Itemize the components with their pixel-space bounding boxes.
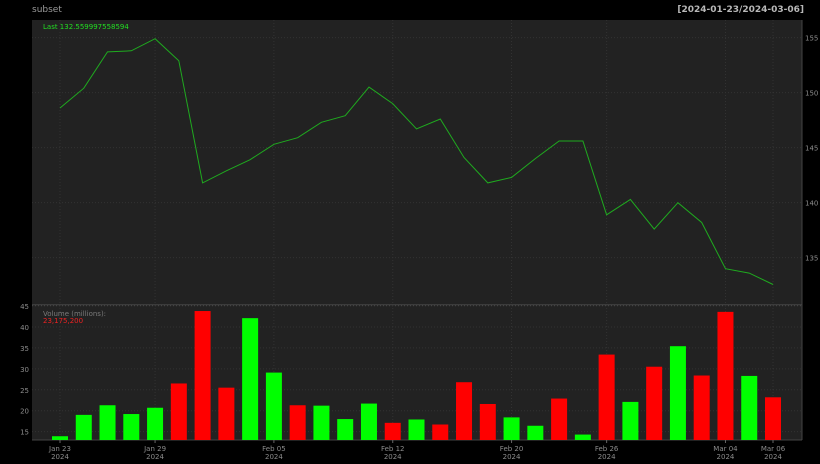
price-tick-label: 145 — [805, 145, 818, 153]
x-tick-year: 2024 — [717, 453, 735, 461]
volume-legend-title: Volume (millions): — [43, 310, 106, 318]
x-tick-year: 2024 — [265, 453, 283, 461]
volume-bar — [194, 311, 211, 440]
x-tick-label: Mar 04 — [713, 445, 738, 453]
volume-tick-label: 30 — [20, 366, 29, 374]
volume-bar — [218, 387, 235, 440]
x-tick-label: Jan 23 — [48, 445, 71, 453]
volume-bar — [313, 405, 330, 440]
volume-bar — [456, 382, 473, 440]
volume-tick-label: 45 — [20, 303, 29, 311]
x-tick-label: Jan 29 — [143, 445, 166, 453]
volume-bar — [503, 417, 520, 440]
volume-bar — [479, 403, 496, 440]
volume-bar — [265, 372, 282, 440]
volume-bar — [170, 383, 187, 440]
volume-bar — [360, 403, 377, 440]
volume-bar — [337, 419, 354, 440]
price-tick-label: 150 — [805, 90, 818, 98]
volume-bar — [289, 405, 306, 440]
volume-bar — [147, 407, 164, 440]
volume-bar — [646, 366, 663, 440]
volume-tick-label: 35 — [20, 345, 29, 353]
volume-bar — [527, 425, 544, 440]
x-tick-year: 2024 — [764, 453, 782, 461]
chart-title: subset — [32, 5, 62, 15]
volume-bar — [123, 414, 140, 440]
volume-bar — [99, 405, 116, 440]
volume-bar — [741, 375, 758, 440]
x-tick-year: 2024 — [146, 453, 164, 461]
price-tick-label: 155 — [805, 35, 818, 43]
date-range: [2024-01-23/2024-03-06] — [677, 5, 804, 15]
price-panel — [32, 20, 802, 305]
volume-bar — [408, 419, 425, 440]
price-line — [59, 38, 774, 285]
volume-bar — [693, 375, 710, 440]
volume-bar — [551, 398, 568, 440]
x-tick-year: 2024 — [384, 453, 402, 461]
volume-tick-label: 40 — [20, 324, 29, 332]
volume-tick-label: 15 — [20, 429, 29, 437]
volume-bar — [574, 434, 591, 440]
x-tick-label: Feb 12 — [381, 445, 405, 453]
volume-bar — [242, 318, 259, 440]
volume-bar — [52, 436, 68, 440]
volume-bar — [717, 311, 734, 440]
x-tick-label: Feb 26 — [595, 445, 619, 453]
x-tick-label: Mar 06 — [761, 445, 786, 453]
price-tick-label: 140 — [805, 200, 818, 208]
volume-bar — [765, 397, 781, 440]
volume-tick-label: 25 — [20, 387, 29, 395]
x-tick-label: Feb 20 — [500, 445, 524, 453]
volume-tick-label: 20 — [20, 408, 29, 416]
volume-bar — [432, 424, 449, 440]
price-tick-label: 135 — [805, 255, 818, 263]
x-tick-label: Feb 05 — [262, 445, 286, 453]
volume-bar — [622, 401, 639, 440]
volume-bar — [598, 354, 615, 440]
x-tick-year: 2024 — [598, 453, 616, 461]
x-tick-year: 2024 — [51, 453, 69, 461]
volume-legend-value: 23,175,200 — [43, 317, 83, 325]
volume-bar — [669, 346, 686, 440]
x-tick-year: 2024 — [503, 453, 521, 461]
price-legend: Last 132.559997558594 — [43, 23, 129, 31]
volume-bar — [384, 422, 401, 440]
volume-bar — [75, 414, 92, 440]
